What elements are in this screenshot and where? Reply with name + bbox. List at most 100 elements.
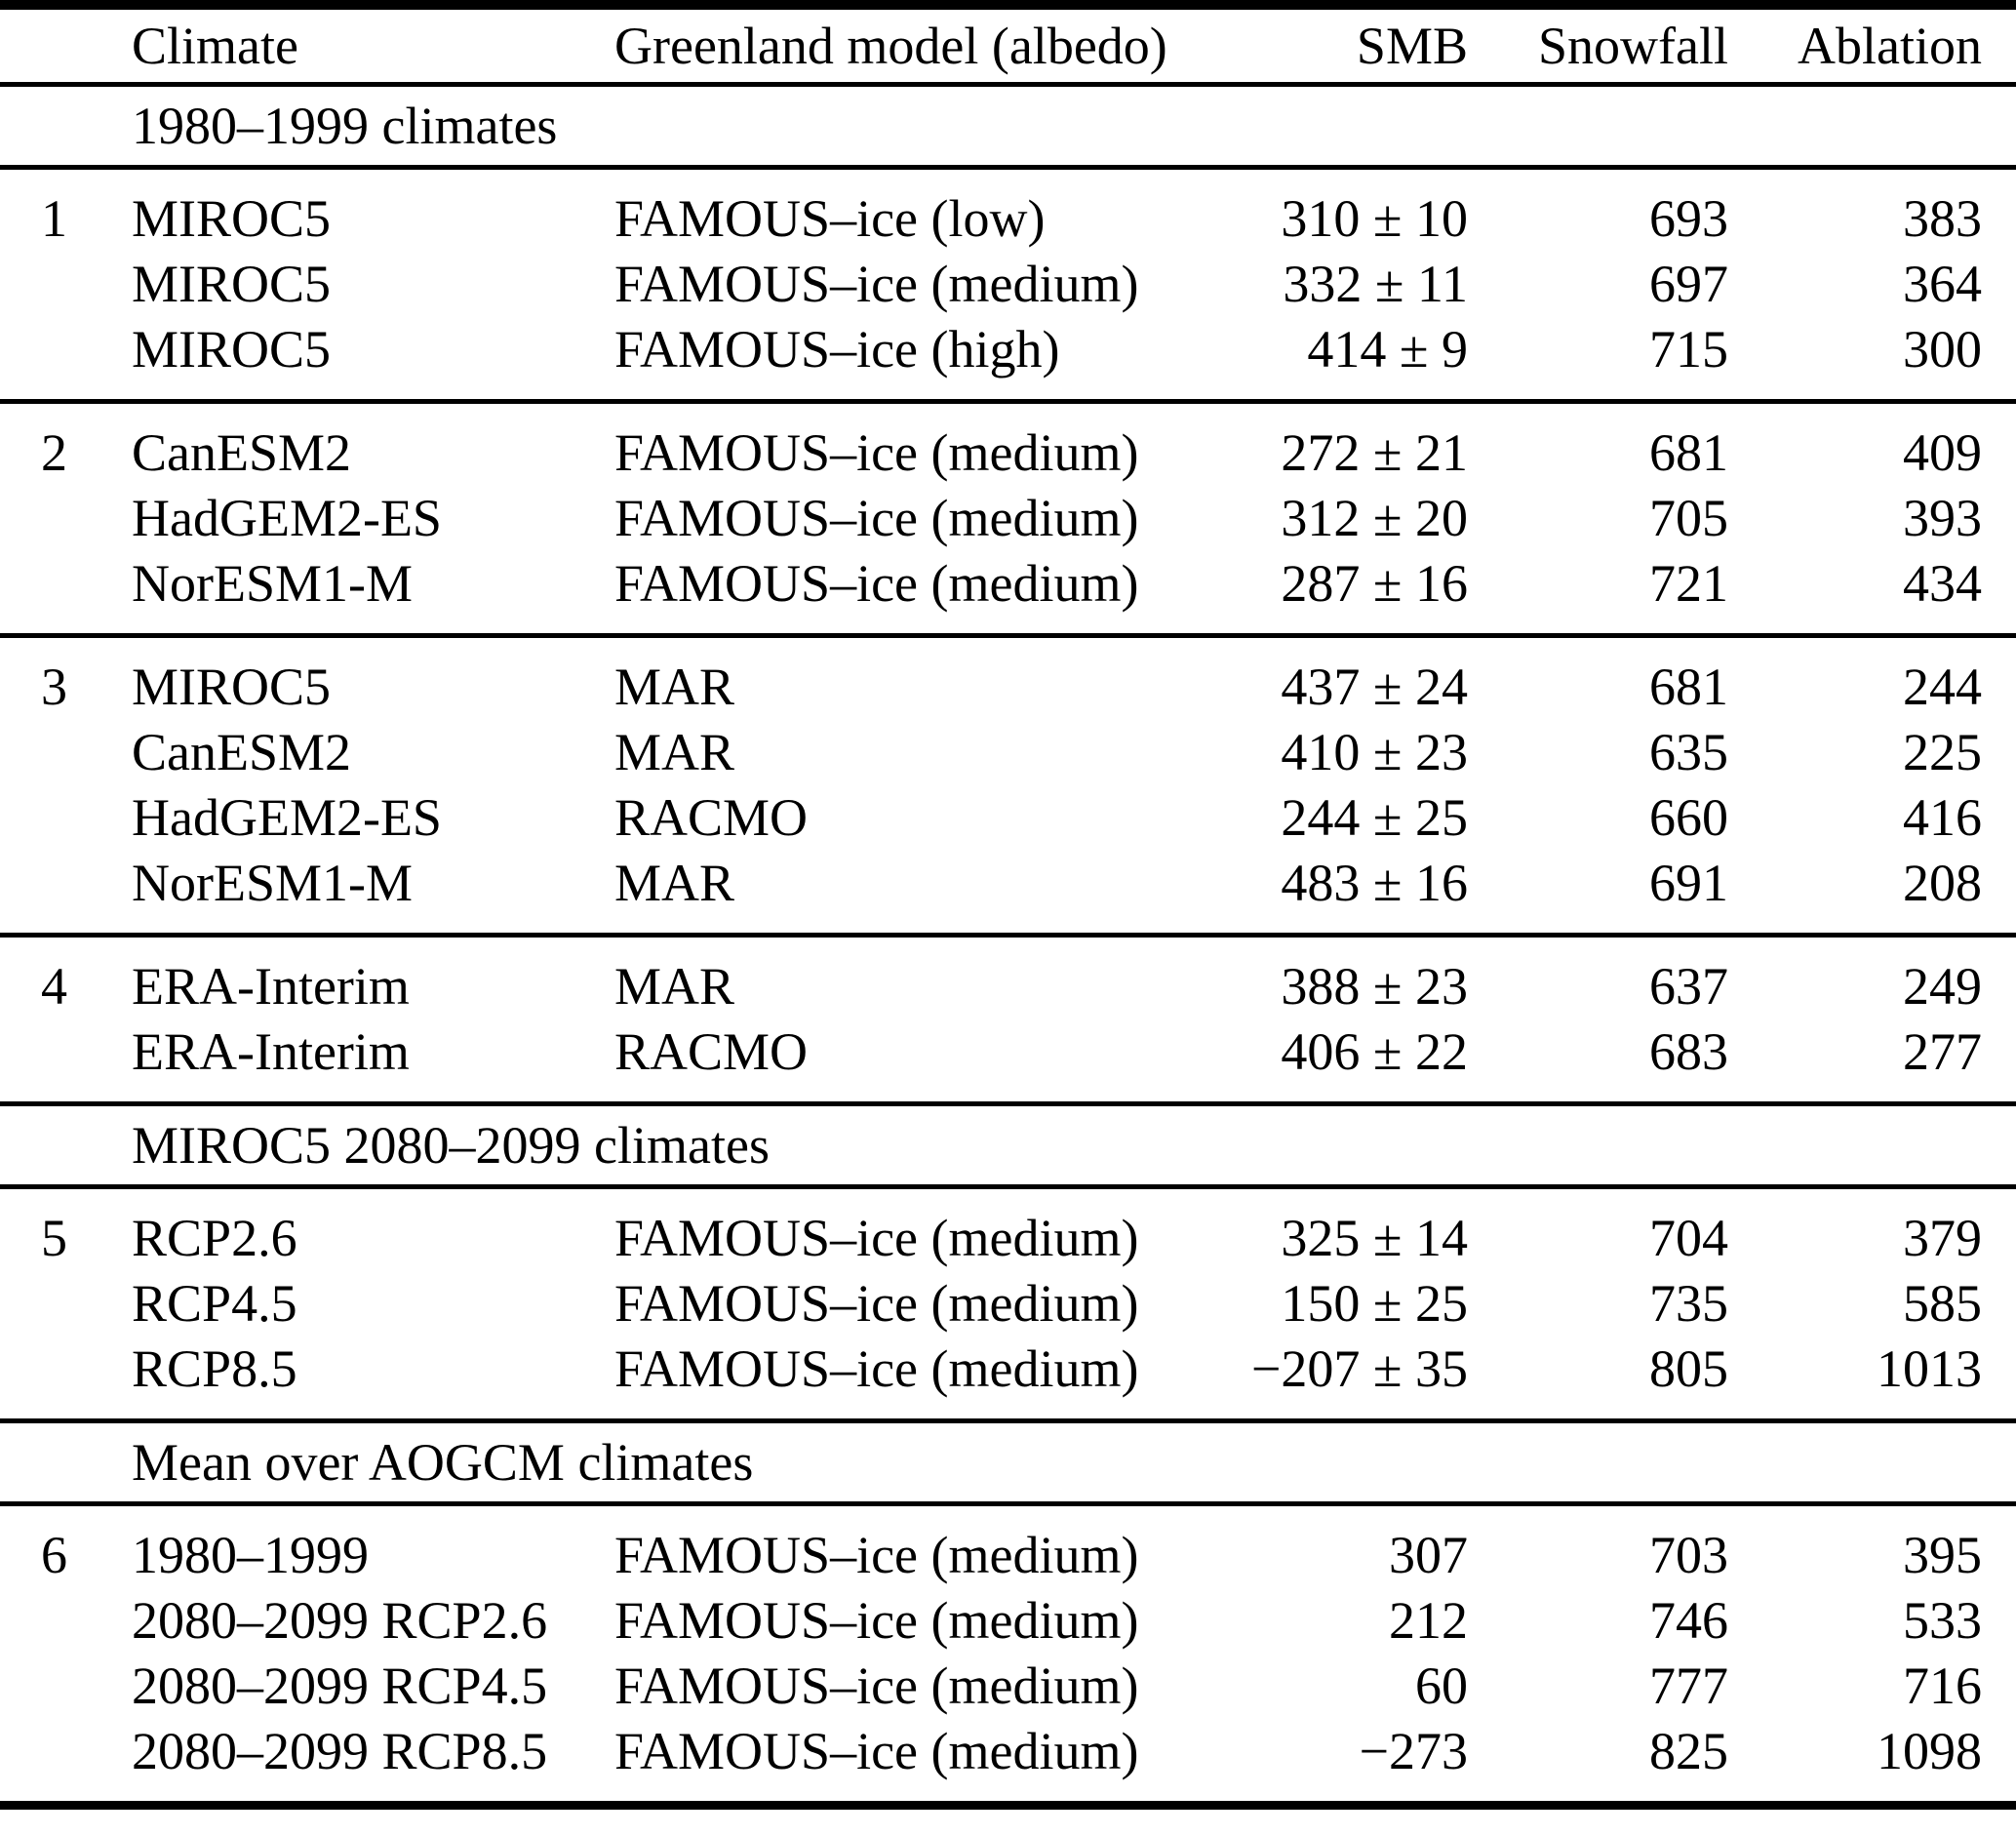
climate-cell: 1980–1999: [132, 1525, 369, 1584]
model-cell: FAMOUS–ice (medium): [614, 488, 1139, 547]
snowfall-cell: 777: [1649, 1656, 1728, 1715]
climate-cell: ERA-Interim: [132, 956, 410, 1016]
table-top-rule: [0, 0, 2016, 10]
smb-cell: 60: [1415, 1656, 1468, 1715]
header-cell-ablation: Ablation: [1798, 17, 1982, 75]
climate-cell: RCP8.5: [132, 1338, 297, 1398]
model-cell: FAMOUS–ice (low): [614, 188, 1046, 248]
climate-cell: MIROC5: [132, 254, 332, 313]
table-row: 1 MIROC5 FAMOUS–ice (low) 310 ± 10 693 3…: [0, 185, 2016, 251]
ablation-cell: 249: [1903, 956, 1982, 1016]
climate-cell: NorESM1-M: [132, 553, 414, 613]
snowfall-cell: 681: [1649, 422, 1728, 482]
table-row: MIROC5 FAMOUS–ice (high) 414 ± 9 715 300: [0, 316, 2016, 381]
ablation-cell: 395: [1903, 1525, 1982, 1584]
snowfall-cell: 703: [1649, 1525, 1728, 1584]
model-cell: FAMOUS–ice (medium): [614, 1525, 1139, 1584]
model-cell: FAMOUS–ice (medium): [614, 1208, 1139, 1267]
snowfall-cell: 825: [1649, 1721, 1728, 1780]
table-row: HadGEM2-ES RACMO 244 ± 25 660 416: [0, 784, 2016, 850]
table-row: RCP8.5 FAMOUS–ice (medium) −207 ± 35 805…: [0, 1336, 2016, 1401]
smb-cell: 312 ± 20: [1281, 488, 1468, 547]
ablation-cell: 533: [1903, 1590, 1982, 1650]
row-number-cell: 4: [41, 956, 67, 1016]
ablation-cell: 434: [1903, 553, 1982, 613]
smb-cell: 325 ± 14: [1281, 1208, 1468, 1267]
model-cell: FAMOUS–ice (medium): [614, 254, 1139, 313]
climate-cell: NorESM1-M: [132, 853, 414, 912]
model-cell: FAMOUS–ice (medium): [614, 1656, 1139, 1715]
climate-cell: 2080–2099 RCP8.5: [132, 1721, 548, 1780]
snowfall-cell: 693: [1649, 188, 1728, 248]
table-bottom-rule: [0, 1801, 2016, 1810]
table-row: HadGEM2-ES FAMOUS–ice (medium) 312 ± 20 …: [0, 485, 2016, 550]
snowfall-cell: 715: [1649, 319, 1728, 379]
snowfall-cell: 660: [1649, 787, 1728, 847]
table-row: RCP4.5 FAMOUS–ice (medium) 150 ± 25 735 …: [0, 1270, 2016, 1336]
table-row: 4 ERA-Interim MAR 388 ± 23 637 249: [0, 953, 2016, 1018]
header-cell-snowfall: Snowfall: [1538, 17, 1728, 75]
table-row: 3 MIROC5 MAR 437 ± 24 681 244: [0, 654, 2016, 719]
model-cell: FAMOUS–ice (medium): [614, 1273, 1139, 1333]
snowfall-cell: 697: [1649, 254, 1728, 313]
model-cell: RACMO: [614, 1021, 809, 1081]
table-group: 3 MIROC5 MAR 437 ± 24 681 244 CanESM2 MA…: [0, 638, 2016, 933]
snowfall-cell: 691: [1649, 853, 1728, 912]
model-cell: MAR: [614, 657, 735, 716]
climate-cell: RCP4.5: [132, 1273, 297, 1333]
climate-cell: RCP2.6: [132, 1208, 297, 1267]
ablation-cell: 393: [1903, 488, 1982, 547]
header-cell-climate: Climate: [132, 17, 298, 75]
section-label: 1980–1999 climates: [132, 97, 558, 155]
table-group: 2 CanESM2 FAMOUS–ice (medium) 272 ± 21 6…: [0, 404, 2016, 633]
ablation-cell: 383: [1903, 188, 1982, 248]
ablation-cell: 244: [1903, 657, 1982, 716]
section-divider-rule: [0, 165, 2016, 170]
smb-cell: 244 ± 25: [1281, 787, 1468, 847]
smb-cell: −273: [1359, 1721, 1468, 1780]
table-row: 2080–2099 RCP8.5 FAMOUS–ice (medium) −27…: [0, 1718, 2016, 1783]
smb-cell: 272 ± 21: [1281, 422, 1468, 482]
snowfall-cell: 704: [1649, 1208, 1728, 1267]
model-cell: FAMOUS–ice (medium): [614, 1721, 1139, 1780]
model-cell: RACMO: [614, 787, 809, 847]
table-row: 6 1980–1999 FAMOUS–ice (medium) 307 703 …: [0, 1522, 2016, 1587]
ablation-cell: 716: [1903, 1656, 1982, 1715]
ablation-cell: 379: [1903, 1208, 1982, 1267]
ablation-cell: 364: [1903, 254, 1982, 313]
snowfall-cell: 746: [1649, 1590, 1728, 1650]
section-divider-rule: [0, 399, 2016, 404]
model-cell: FAMOUS–ice (medium): [614, 1590, 1139, 1650]
smb-cell: 287 ± 16: [1281, 553, 1468, 613]
snowfall-cell: 735: [1649, 1273, 1728, 1333]
table-header-row: Climate Greenland model (albedo) SMB Sno…: [0, 10, 2016, 82]
section-row: Mean over AOGCM climates: [0, 1423, 2016, 1501]
header-cell-model: Greenland model (albedo): [614, 17, 1167, 75]
section-divider-rule: [0, 1184, 2016, 1189]
snowfall-cell: 705: [1649, 488, 1728, 547]
climate-cell: CanESM2: [132, 422, 352, 482]
table-group: 6 1980–1999 FAMOUS–ice (medium) 307 703 …: [0, 1506, 2016, 1801]
smb-cell: −207 ± 35: [1250, 1338, 1468, 1398]
climate-cell: HadGEM2-ES: [132, 488, 442, 547]
climate-cell: MIROC5: [132, 188, 332, 248]
ablation-cell: 277: [1903, 1021, 1982, 1081]
ablation-cell: 300: [1903, 319, 1982, 379]
model-cell: FAMOUS–ice (medium): [614, 422, 1139, 482]
climate-cell: ERA-Interim: [132, 1021, 410, 1081]
smb-cell: 410 ± 23: [1281, 722, 1468, 781]
table-row: ERA-Interim RACMO 406 ± 22 683 277: [0, 1018, 2016, 1084]
row-number-cell: 3: [41, 657, 67, 716]
smb-cell: 437 ± 24: [1281, 657, 1468, 716]
table-body: 1980–1999 climates 1 MIROC5 FAMOUS–ice (…: [0, 87, 2016, 1801]
smb-cell: 150 ± 25: [1281, 1273, 1468, 1333]
climate-cell: HadGEM2-ES: [132, 787, 442, 847]
row-number-cell: 5: [41, 1208, 67, 1267]
model-cell: FAMOUS–ice (medium): [614, 1338, 1139, 1398]
model-cell: MAR: [614, 956, 735, 1016]
table-row: NorESM1-M FAMOUS–ice (medium) 287 ± 16 7…: [0, 550, 2016, 616]
smb-cell: 388 ± 23: [1281, 956, 1468, 1016]
model-cell: FAMOUS–ice (medium): [614, 553, 1139, 613]
section-divider-rule: [0, 1101, 2016, 1106]
